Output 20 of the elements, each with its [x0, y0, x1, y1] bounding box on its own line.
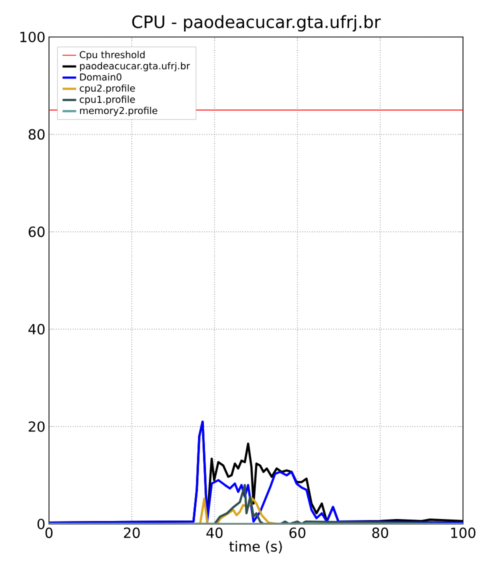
x-tick-label: 100	[451, 528, 476, 538]
chart-title: CPU - paodeacucar.gta.ufrj.br	[132, 15, 381, 32]
legend-label: Domain0	[80, 73, 122, 81]
legend-label: paodeacucar.gta.ufrj.br	[80, 62, 190, 72]
legend-label: cpu1.profile	[80, 96, 135, 105]
y-tick-label: 20	[28, 421, 45, 432]
x-tick-label: 80	[372, 528, 388, 538]
x-tick-label: 20	[124, 528, 140, 538]
x-tick-label: 60	[289, 528, 306, 538]
x-tick-label: 40	[206, 528, 223, 538]
legend-label: memory2.profile	[80, 106, 158, 116]
y-tick-label: 60	[28, 226, 45, 238]
x-axis-title: time (s)	[229, 540, 282, 554]
legend-label: Cpu threshold	[80, 50, 145, 60]
x-tick-label: 0	[45, 528, 53, 538]
legend-label: cpu2.profile	[80, 84, 135, 94]
y-tick-label: 100	[20, 32, 45, 42]
y-tick-label: 80	[28, 129, 45, 140]
y-tick-label: 40	[28, 324, 45, 334]
y-tick-label: 0	[38, 518, 45, 530]
